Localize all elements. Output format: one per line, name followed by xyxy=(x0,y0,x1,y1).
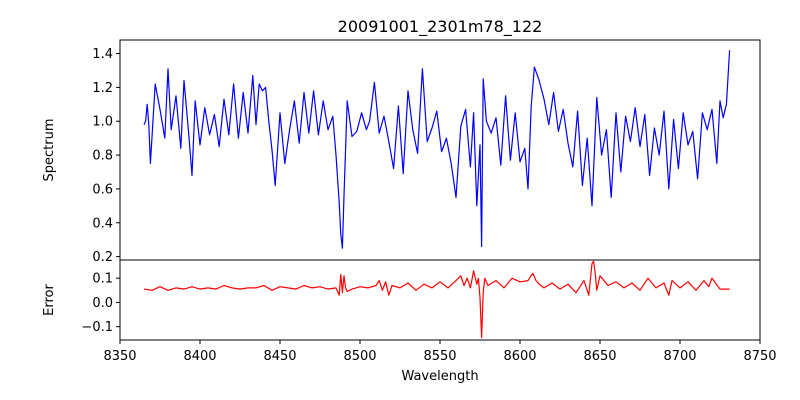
error-y-tick-label: −0.1 xyxy=(81,320,113,335)
x-tick-label: 8600 xyxy=(503,349,536,364)
error-y-axis-label: Error xyxy=(42,284,57,316)
error-series-line xyxy=(143,260,730,339)
spectrum-y-tick-label: 0.4 xyxy=(92,216,113,231)
spectrum-y-tick-label: 1.4 xyxy=(92,47,113,62)
spectrum-y-tick-label: 0.8 xyxy=(92,149,113,164)
error-y-ticks: −0.1 0.0 0.1 xyxy=(81,272,120,335)
spectrum-y-ticks: 0.2 0.4 0.6 0.8 1.0 1.2 1.4 xyxy=(92,47,120,265)
x-tick-label: 8750 xyxy=(743,349,776,364)
x-tick-label: 8400 xyxy=(183,349,216,364)
x-tick-label: 8700 xyxy=(663,349,696,364)
x-tick-label: 8450 xyxy=(263,349,296,364)
spectrum-y-tick-label: 1.0 xyxy=(92,115,113,130)
spectrum-y-axis-label: Spectrum xyxy=(42,119,57,182)
spectrum-y-tick-label: 1.2 xyxy=(92,81,113,96)
spectrum-series-line xyxy=(143,50,731,249)
chart-title: 20091001_2301m78_122 xyxy=(338,17,543,37)
x-tick-label: 8650 xyxy=(583,349,616,364)
spectrum-y-tick-label: 0.2 xyxy=(92,250,113,265)
error-panel: −0.1 0.0 0.1 Error xyxy=(42,259,761,341)
spectrum-panel: 0.2 0.4 0.6 0.8 1.0 1.2 1.4 Spectrum xyxy=(42,39,761,265)
spectrum-y-tick-label: 0.6 xyxy=(92,182,113,197)
error-y-tick-label: 0.0 xyxy=(92,296,113,311)
x-tick-label: 8350 xyxy=(103,349,136,364)
x-tick-label: 8500 xyxy=(343,349,376,364)
x-tick-label: 8550 xyxy=(423,349,456,364)
x-axis-label: Wavelength xyxy=(401,369,478,384)
x-axis-ticks: 8350 8400 8450 8500 8550 8600 8650 8700 8750 xyxy=(103,340,777,364)
error-y-tick-label: 0.1 xyxy=(92,272,113,287)
